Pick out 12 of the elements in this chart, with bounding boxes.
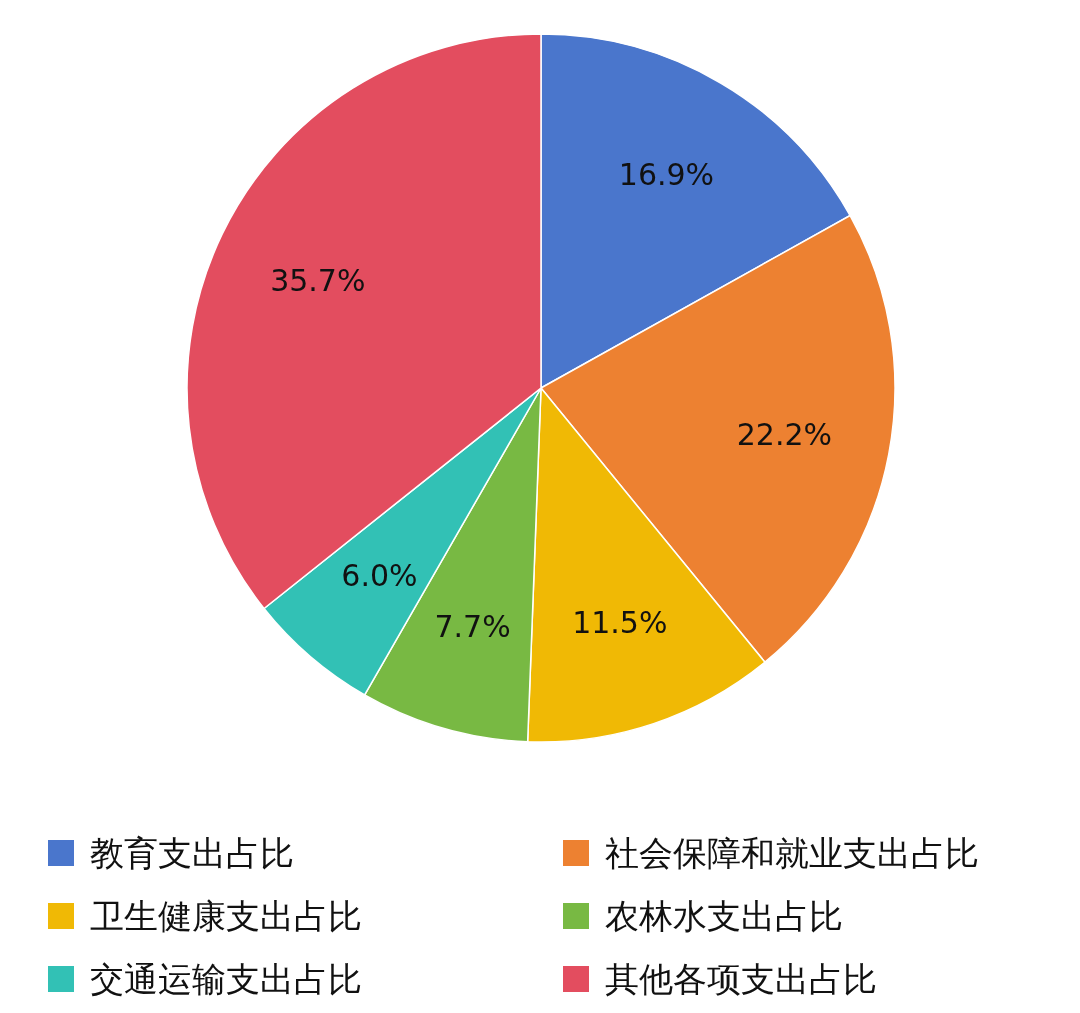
legend-label: 社会保障和就业支出占比 [605,833,979,873]
legend-label: 卫生健康支出占比 [90,896,362,936]
legend-label: 其他各项支出占比 [605,959,877,999]
data-label: 35.7% [270,262,366,298]
data-label: 11.5% [572,605,668,641]
data-label: 7.7% [434,608,511,644]
legend-label: 交通运输支出占比 [90,959,362,999]
legend-label: 农林水支出占比 [605,896,843,936]
data-label: 6.0% [341,558,418,594]
data-label: 16.9% [618,156,715,192]
legend-label: 教育支出占比 [90,833,294,873]
data-label: 22.2% [736,416,833,452]
